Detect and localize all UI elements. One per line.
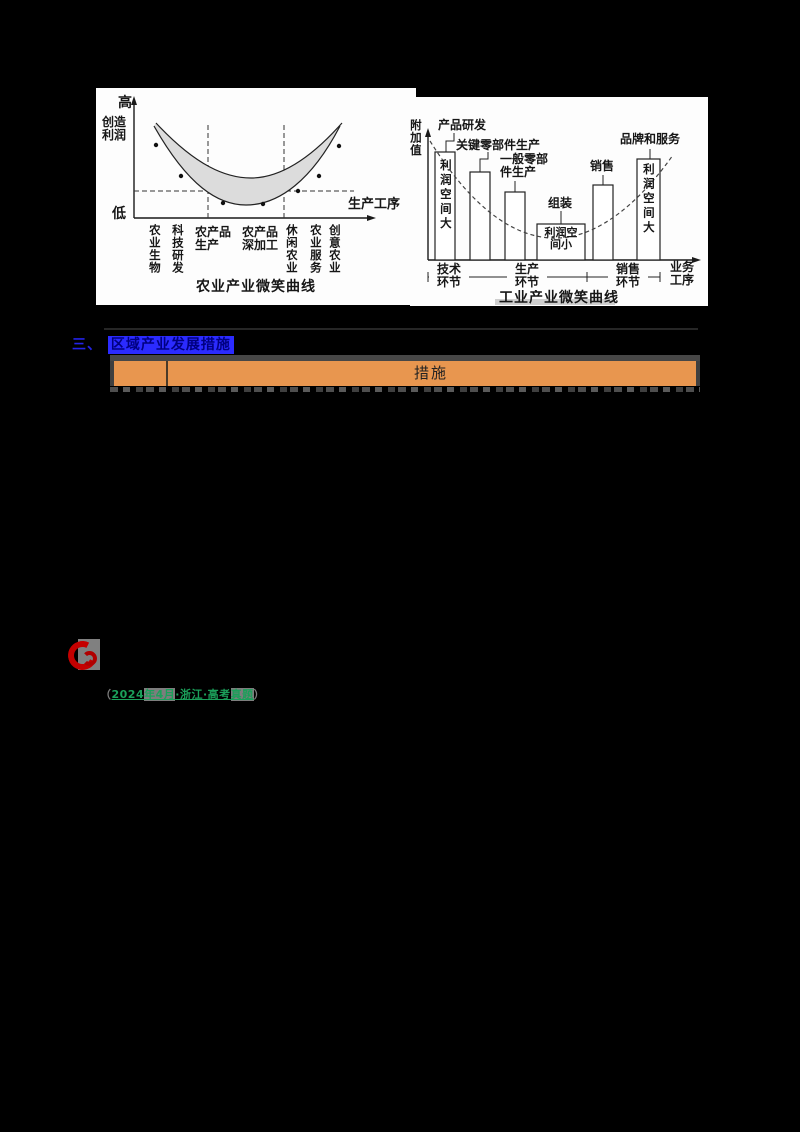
- citation-region: ·浙江·: [175, 688, 208, 701]
- ind-section-production-line1: 生产: [514, 262, 539, 276]
- ind-xaxis-title-line1: 业务: [669, 260, 694, 274]
- ind-chart-title: 工业产业微笑曲线: [499, 290, 619, 306]
- redacted-table-row-remnant: [110, 387, 700, 392]
- section-heading: 三、 区域产业发展措施: [72, 334, 234, 354]
- agri-category-creative: 创意农业: [327, 224, 342, 274]
- citation-year: 2024: [111, 688, 145, 701]
- ind-chart-canvas: [425, 128, 701, 282]
- ind-section-production: 生产 环节: [507, 262, 547, 290]
- citation-month: 年4月: [144, 688, 176, 701]
- measures-table: 措施: [110, 355, 700, 392]
- measures-table-column-divider: [166, 361, 168, 386]
- logo-inner-arc: [82, 651, 97, 666]
- ind-section-sales-line2: 环节: [615, 275, 640, 290]
- ind-bar1-profit-label: 利润空间大: [438, 159, 453, 232]
- agri-yaxis-low-label: 低: [112, 206, 126, 222]
- agri-category-rnd: 科技研发: [170, 224, 185, 274]
- ind-section-sales: 销售 环节: [608, 262, 648, 290]
- measures-table-header-cell: 措施: [413, 364, 448, 382]
- agri-category-production: 农产品 生产: [195, 225, 232, 253]
- agri-xaxis-title: 生产工序: [348, 197, 401, 212]
- section-number: 三、: [72, 337, 102, 353]
- ind-yaxis-title: 附加值: [408, 119, 423, 157]
- agri-yaxis-high-label: 高: [118, 95, 132, 111]
- ind-bar4-profit-label: 利润空 间小: [538, 226, 584, 252]
- ind-section-sales-line1: 销售: [615, 262, 640, 276]
- ind-xaxis-title-line2: 工序: [669, 273, 694, 288]
- ind-bar4-profit-line1: 利润空: [544, 226, 578, 239]
- agri-category-service: 农业服务: [308, 224, 323, 274]
- agri-category-biology: 农业生物: [147, 224, 162, 274]
- ind-callout-key-parts: 关键零部件生产: [456, 138, 541, 152]
- agri-chart-canvas: [131, 96, 376, 221]
- ind-callout-sales: 销售: [590, 159, 615, 173]
- smile-curve-figure: 高 创造利润 低 生产工序 农业生物 科技研发 农产品 生产 农产品 深加工 休…: [96, 88, 708, 308]
- ind-callout-general-parts-line1: 一般零部: [500, 152, 549, 166]
- ind-callout-general-parts-line2: 件生产: [500, 165, 537, 180]
- ind-section-tech: 技术 环节: [429, 262, 469, 290]
- agri-category-processing-line1: 农产品: [242, 225, 279, 239]
- citation-close-paren: ）: [253, 688, 266, 701]
- agri-category-processing: 农产品 深加工: [242, 225, 279, 253]
- ind-callout-assembly: 组装: [548, 196, 573, 210]
- agri-category-processing-line2: 深加工: [242, 238, 279, 253]
- ind-callout-rnd: 产品研发: [438, 118, 487, 132]
- scan-smudge: [495, 299, 615, 305]
- agri-category-leisure: 休闲农业: [284, 224, 299, 274]
- ind-section-production-line2: 环节: [514, 275, 539, 290]
- ind-smile-chart: 附加值 产品研发 关键零部件生产 一般零部 件生产 组装 销售 品牌和服务 利润…: [408, 97, 708, 306]
- ind-callout-brand-service: 品牌和服务: [620, 132, 681, 146]
- measures-table-corner-cell: [114, 361, 166, 386]
- citation-exam-word: 真题: [230, 688, 254, 701]
- ind-section-tech-line2: 环节: [436, 275, 461, 290]
- ind-bar4-profit-line2: 间小: [550, 238, 572, 252]
- agri-smile-chart: 高 创造利润 低 生产工序 农业生物 科技研发 农产品 生产 农产品 深加工 休…: [96, 88, 416, 305]
- ind-section-tech-line1: 技术: [436, 262, 461, 276]
- ind-xaxis-title: 业务 工序: [664, 260, 700, 288]
- section-heading-highlight: 区域产业发展措施: [107, 336, 234, 354]
- agri-chart-title: 农业产业微笑曲线: [196, 279, 316, 295]
- exam-citation-link[interactable]: （2024年4月·浙江·高考真题）: [100, 686, 265, 702]
- redacted-text-remnant: [104, 328, 698, 330]
- ind-callout-general-parts: 一般零部 件生产: [500, 152, 549, 180]
- agri-category-production-line1: 农产品: [195, 225, 232, 239]
- ind-bar6-profit-label: 利润空间大: [641, 163, 656, 236]
- agri-yaxis-title: 创造利润: [102, 115, 127, 143]
- measures-table-top-border: [110, 355, 700, 361]
- red-c-brand-logo-icon: [64, 636, 102, 676]
- citation-open-paren: （: [100, 688, 112, 701]
- citation-exam-type: 高考: [207, 688, 231, 701]
- measures-table-header-row: 措施: [110, 361, 700, 386]
- agri-category-production-line2: 生产: [195, 238, 220, 253]
